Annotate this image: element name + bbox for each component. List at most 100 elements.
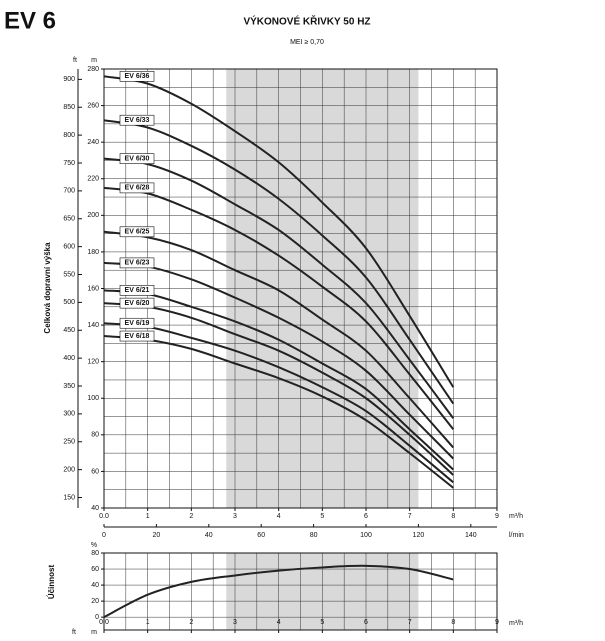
x2-tick-label: 40 xyxy=(205,532,213,539)
y2-tick-label: 200 xyxy=(63,466,75,473)
x-tick-label: 2 xyxy=(189,513,193,520)
y-axis-label: Celková dopravní výška xyxy=(43,242,52,334)
x-tick-label: 5 xyxy=(320,619,324,626)
x2-tick-label: 80 xyxy=(310,532,318,539)
curve xyxy=(103,119,455,405)
label-box xyxy=(119,114,155,126)
y2-tick-label: 450 xyxy=(63,327,75,334)
curve xyxy=(103,230,455,449)
series-label: EV 6/25 xyxy=(125,229,150,236)
x-tick-label: 0.0 xyxy=(99,619,109,626)
series-label: EV 6/28 xyxy=(125,185,150,192)
x-tick-label: 8 xyxy=(451,513,455,520)
y-tick-label: 0 xyxy=(95,614,99,621)
y-tick-label: 40 xyxy=(91,582,99,589)
series-label: EV 6/33 xyxy=(125,117,150,124)
series-label: EV 6/21 xyxy=(125,287,150,294)
chart-subtitle: MEI ≥ 0,70 xyxy=(290,39,324,46)
series-label: EV 6/23 xyxy=(125,260,150,267)
x2-tick-label: 0 xyxy=(102,532,106,539)
x-tick-label: 9 xyxy=(495,513,499,520)
label-box xyxy=(119,226,155,238)
unit: m³/h xyxy=(509,620,523,627)
y2-tick-label: 550 xyxy=(63,271,75,278)
plot-frame xyxy=(103,552,498,631)
x-tick-label: 4 xyxy=(277,619,281,626)
label-box xyxy=(119,71,155,82)
series-label: EV 6/20 xyxy=(125,300,150,307)
label-box xyxy=(119,257,155,269)
curve xyxy=(103,335,454,489)
x-tick-label: 1 xyxy=(146,619,150,626)
curve xyxy=(103,302,455,476)
y-tick-label: 260 xyxy=(87,102,99,109)
y-tick-label: 160 xyxy=(87,285,99,292)
y2-tick-label: 600 xyxy=(63,243,75,250)
x-tick-label: 9 xyxy=(495,619,499,626)
y-tick-label: 140 xyxy=(87,322,99,329)
y-tick-label: 80 xyxy=(91,550,99,557)
y-axis-label: Účinnost xyxy=(47,565,56,600)
label-box xyxy=(119,297,155,309)
label-box xyxy=(119,153,155,164)
series-label: EV 6/36 xyxy=(125,73,150,80)
curve xyxy=(103,289,455,471)
y-tick-label: 20 xyxy=(91,598,99,605)
x2-tick-label: 140 xyxy=(465,532,477,539)
x-tick-label: 6 xyxy=(364,513,368,520)
curve xyxy=(103,157,455,419)
x-tick-label: 3 xyxy=(233,619,237,626)
x-tick-label: 4 xyxy=(277,513,281,520)
x-tick-label: 1 xyxy=(146,513,150,520)
y-tick-label: 280 xyxy=(87,66,99,73)
unit: % xyxy=(91,542,97,549)
x-tick-label: 8 xyxy=(451,619,455,626)
unit: m xyxy=(91,629,97,636)
y-tick-label: 240 xyxy=(87,139,99,146)
series-label: EV 6/19 xyxy=(125,320,150,327)
model: EV 6 xyxy=(4,7,56,34)
unit: l/min xyxy=(509,532,524,539)
y-tick-label: 60 xyxy=(91,566,99,573)
curve xyxy=(103,75,455,388)
curve xyxy=(103,261,455,460)
y-tick-label: 180 xyxy=(87,249,99,256)
y2-tick-label: 350 xyxy=(63,383,75,390)
y-tick-label: 200 xyxy=(87,212,99,219)
x2-tick-label: 120 xyxy=(413,532,425,539)
y-tick-label: 80 xyxy=(91,432,99,439)
unit: ft xyxy=(73,57,77,64)
curve xyxy=(103,322,454,484)
y2-tick-label: 800 xyxy=(63,132,75,139)
y-tick-label: 220 xyxy=(87,176,99,183)
y2-tick-label: 750 xyxy=(63,160,75,167)
x-tick-label: 5 xyxy=(320,513,324,520)
x-tick-label: 7 xyxy=(408,513,412,520)
x-tick-label: 6 xyxy=(364,619,368,626)
y2-tick-label: 900 xyxy=(63,76,75,83)
y-tick-label: 100 xyxy=(87,395,99,402)
y-tick-label: 120 xyxy=(87,359,99,366)
unit: m³/h xyxy=(509,513,523,520)
efficiency-curve xyxy=(103,564,454,619)
label-box xyxy=(119,330,155,342)
label-box xyxy=(119,285,155,296)
x2-tick-label: 60 xyxy=(257,532,265,539)
y2-tick-label: 650 xyxy=(63,216,75,223)
x2-tick-label: 20 xyxy=(153,532,161,539)
y2-tick-label: 300 xyxy=(63,411,75,418)
series-label: EV 6/30 xyxy=(125,155,150,162)
y2-tick-label: 400 xyxy=(63,355,75,362)
unit: m xyxy=(91,57,97,64)
series-label: EV 6/18 xyxy=(125,333,150,340)
y2-tick-label: 250 xyxy=(63,439,75,446)
y2-tick-label: 700 xyxy=(63,188,75,195)
x2-tick-label: 100 xyxy=(360,532,372,539)
x-tick-label: 7 xyxy=(408,619,412,626)
y2-tick-label: 150 xyxy=(63,494,75,501)
y-tick-label: 40 xyxy=(91,505,99,512)
y2-tick-label: 850 xyxy=(63,104,75,111)
y-tick-label: 60 xyxy=(91,468,99,475)
label-box xyxy=(119,182,155,194)
